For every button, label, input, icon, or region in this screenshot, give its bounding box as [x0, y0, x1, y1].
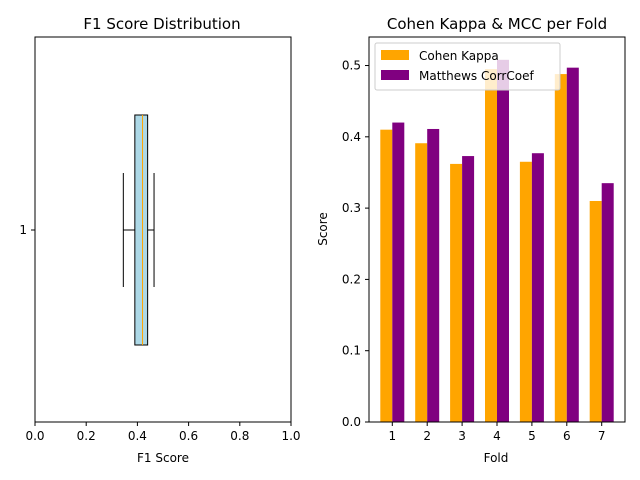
boxplot-x-axis-label: F1 Score — [137, 451, 189, 465]
bar-y-tick-label: 0.3 — [342, 201, 361, 215]
bar-x-tick-label: 7 — [598, 429, 606, 443]
bar-matthews-corrcoef — [497, 59, 509, 422]
bar-chart-title: Cohen Kappa & MCC per Fold — [387, 15, 607, 33]
f1-boxplot-panel: F1 Score Distribution 0.0 0.2 0.4 0.6 0.8 1.0… — [19, 15, 300, 465]
bar-axes-frame — [368, 36, 626, 423]
bar-cohen-kappa — [415, 143, 428, 422]
legend-frame — [374, 42, 561, 91]
bar-cohen-kappa — [589, 200, 602, 422]
boxplot-box — [134, 114, 149, 346]
bar-matthews-corrcoef — [427, 128, 440, 422]
bar-y-tick-label: 0.5 — [342, 59, 361, 73]
bar-x-tick-label: 5 — [528, 429, 536, 443]
bar-matthews-corrcoef — [601, 183, 614, 422]
bar-y-tick-label: 0.4 — [342, 130, 361, 144]
legend-swatch — [381, 50, 409, 60]
bar-x-tick-label: 2 — [423, 429, 431, 443]
bar-x-tick-label: 6 — [563, 429, 571, 443]
boxplot-x-tick-label: 0.2 — [77, 429, 96, 443]
bar-y-axis-label: Score — [316, 212, 330, 246]
legend-label: Matthews CorrCoef — [419, 69, 534, 83]
bar-cohen-kappa — [519, 161, 532, 422]
bar-y-tick-label: 0.0 — [342, 415, 361, 429]
boxplot-x-tick-label: 0.0 — [25, 429, 44, 443]
bar-cohen-kappa — [450, 163, 463, 422]
bar-matthews-corrcoef — [566, 67, 579, 422]
boxplot-y-tick-label: 1 — [19, 223, 27, 237]
bar-cohen-kappa — [485, 69, 497, 422]
bar-y-tick-label: 0.1 — [342, 344, 361, 358]
boxplot-x-tick-label: 1.0 — [281, 429, 300, 443]
bar-legend: Cohen Kappa Matthews CorrCoef — [374, 42, 561, 91]
boxplot-x-tick-label: 0.4 — [128, 429, 147, 443]
bar-matthews-corrcoef — [531, 153, 544, 423]
boxplot-plot-area: 0.0 0.2 0.4 0.6 0.8 1.0 1 — [19, 114, 301, 443]
boxplot-x-tick-label: 0.6 — [179, 429, 198, 443]
bar-x-tick-label: 3 — [458, 429, 466, 443]
bar-matthews-corrcoef — [392, 122, 405, 423]
bar-plot-area: 0.0 0.1 0.2 0.3 0.4 0.5 1 2 3 4 5 6 7 — [342, 59, 614, 443]
boxplot-axes-frame — [34, 36, 292, 423]
legend-swatch — [381, 70, 409, 80]
bar-matthews-corrcoef — [462, 156, 475, 422]
bar-x-tick-label: 4 — [493, 429, 501, 443]
boxplot-title: F1 Score Distribution — [83, 15, 240, 33]
bar-cohen-kappa — [380, 129, 393, 422]
bar-cohen-kappa — [554, 74, 567, 423]
bar-y-tick-label: 0.2 — [342, 272, 361, 286]
kappa-mcc-bar-panel: Cohen Kappa & MCC per Fold 0.00.10.20.30… — [316, 15, 626, 465]
bar-x-axis-label: Fold — [484, 451, 509, 465]
bar-x-tick-label: 1 — [388, 429, 396, 443]
boxplot-x-tick-label: 0.8 — [230, 429, 249, 443]
legend-label: Cohen Kappa — [419, 49, 499, 63]
